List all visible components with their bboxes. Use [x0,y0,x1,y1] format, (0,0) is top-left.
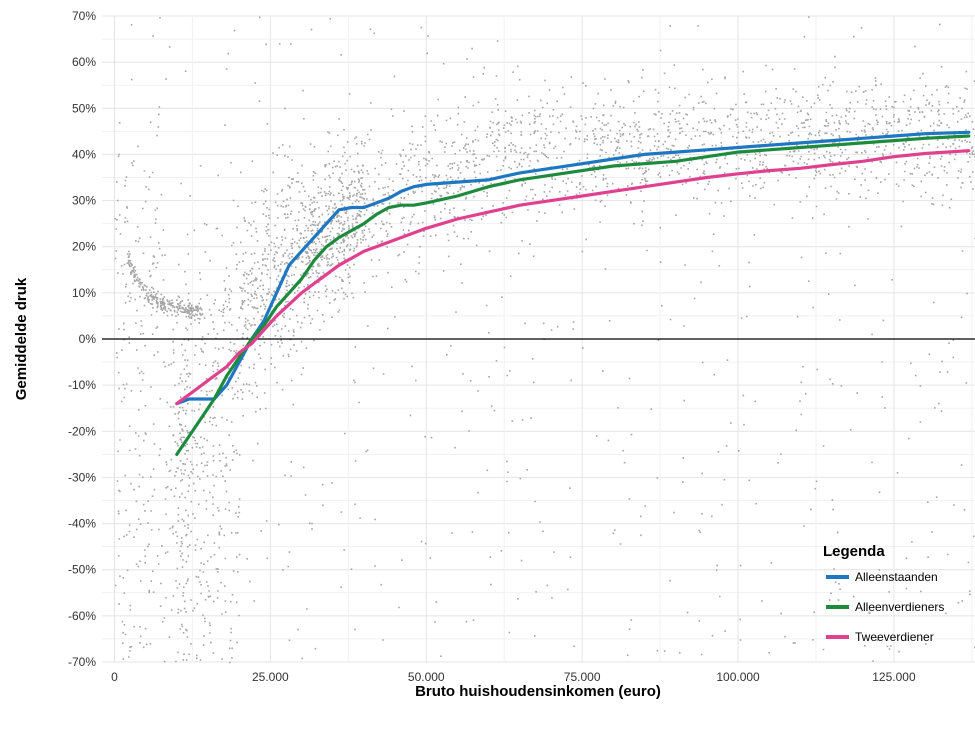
y-tick-label: 40% [72,147,96,161]
y-tick-label: 60% [72,55,96,69]
legend-label: Alleenverdieners [855,600,944,614]
x-tick-label: 100.000 [716,670,760,684]
legend-label: Alleenstaanden [855,570,938,584]
y-tick-label: 10% [72,286,96,300]
y-tick-label: -50% [68,563,96,577]
scatter-points [114,16,975,664]
y-tick-label: -70% [68,655,96,669]
legend-title: Legenda [823,543,885,560]
scatter-cloud [114,16,975,664]
y-tick-label: -60% [68,609,96,623]
x-tick-label: 50.000 [408,670,445,684]
y-tick-label: -20% [68,424,96,438]
x-tick-label: 0 [111,670,118,684]
x-tick-label: 125.000 [872,670,916,684]
y-tick-label: -40% [68,517,96,531]
y-tick-label: 0% [79,332,97,346]
series-line-1 [175,134,971,456]
y-tick-label: 30% [72,194,96,208]
x-axis-ticks: 0 25.000 50.000 75.000 100.000 125.000 [111,670,916,684]
y-tick-label: 20% [72,240,96,254]
y-tick-label: -30% [68,470,96,484]
y-tick-label: 50% [72,101,96,115]
y-tick-label: -10% [68,378,96,392]
y-axis-ticks: 70% 60% 50% 40% 30% 20% 10% 0% -10% -20% -30% -40% -… [68,9,96,669]
y-tick-label: 70% [72,9,96,23]
x-tick-label: 25.000 [252,670,289,684]
series-lines [175,130,971,456]
legend-label: Tweeverdiener [855,630,934,644]
legend-items: Alleenstaanden Alleenverdieners Tweeverdie… [826,570,944,644]
series-line-2 [175,149,971,406]
x-axis-title: Bruto huishoudensinkomen (euro) [415,683,661,700]
x-tick-label: 75.000 [564,670,601,684]
legend: Legenda Alleenstaanden Alleenverdieners Tw… [823,543,944,644]
y-axis-title: Gemiddelde druk [13,277,30,400]
